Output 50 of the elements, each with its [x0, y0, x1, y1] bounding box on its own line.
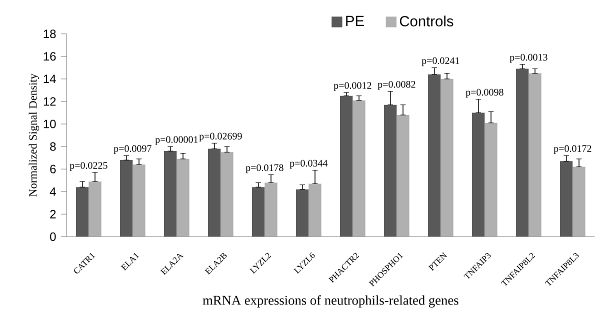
- bar: [308, 184, 322, 237]
- bar: [528, 73, 542, 237]
- bar: [472, 112, 485, 237]
- annotation: p=0.00001: [155, 136, 198, 145]
- bar: [396, 114, 410, 237]
- annotation: p=0.0172: [554, 145, 592, 154]
- y-tick-label: 8: [50, 142, 56, 151]
- y-tick-label: 12: [44, 97, 56, 106]
- bar: [516, 68, 529, 237]
- bar: [440, 78, 454, 237]
- bar: [164, 151, 177, 237]
- bar: [264, 182, 278, 237]
- y-tick-label: 2: [50, 210, 56, 218]
- annotation: p=0.0013: [510, 54, 548, 63]
- bar: [352, 100, 366, 237]
- annotation: p=0.0082: [378, 80, 416, 90]
- annotation: p=0.0012: [334, 82, 372, 91]
- bar: [208, 148, 221, 237]
- annotation: p=0.0178: [246, 164, 284, 174]
- bar: [340, 96, 353, 237]
- bar: [428, 74, 441, 237]
- y-tick-label: 16: [44, 52, 56, 61]
- bar: [88, 181, 102, 237]
- bar: [176, 158, 190, 237]
- legend-label: PE: [346, 16, 364, 26]
- bar: [132, 164, 146, 237]
- y-tick-label: 14: [44, 74, 56, 84]
- annotation: p=0.0098: [466, 88, 504, 98]
- bar: [220, 152, 234, 237]
- y-tick-label: 6: [50, 164, 56, 174]
- annotation: p=0.0241: [422, 57, 460, 66]
- y-axis-title: Normalized Signal Density: [28, 74, 40, 197]
- legend-label: Controls: [400, 16, 454, 26]
- bar: [296, 189, 309, 237]
- annotation: p=0.02699: [199, 132, 242, 142]
- bar: [484, 122, 498, 237]
- annotation: p=0.0344: [290, 160, 328, 169]
- bar: [120, 160, 133, 237]
- bar: [252, 187, 265, 237]
- y-tick-label: 0: [50, 232, 56, 241]
- bar: [560, 161, 573, 237]
- annotation: p=0.0225: [70, 162, 108, 171]
- x-axis-title: mRNA expressions of neutrophils-related genes: [202, 295, 458, 308]
- bar: [384, 104, 397, 237]
- y-tick-label: 4: [50, 187, 56, 196]
- bar: [76, 187, 89, 237]
- y-tick-label: 10: [44, 120, 56, 128]
- bar: [572, 166, 586, 237]
- y-tick-label: 18: [44, 30, 56, 38]
- annotation: p=0.0097: [114, 145, 152, 154]
